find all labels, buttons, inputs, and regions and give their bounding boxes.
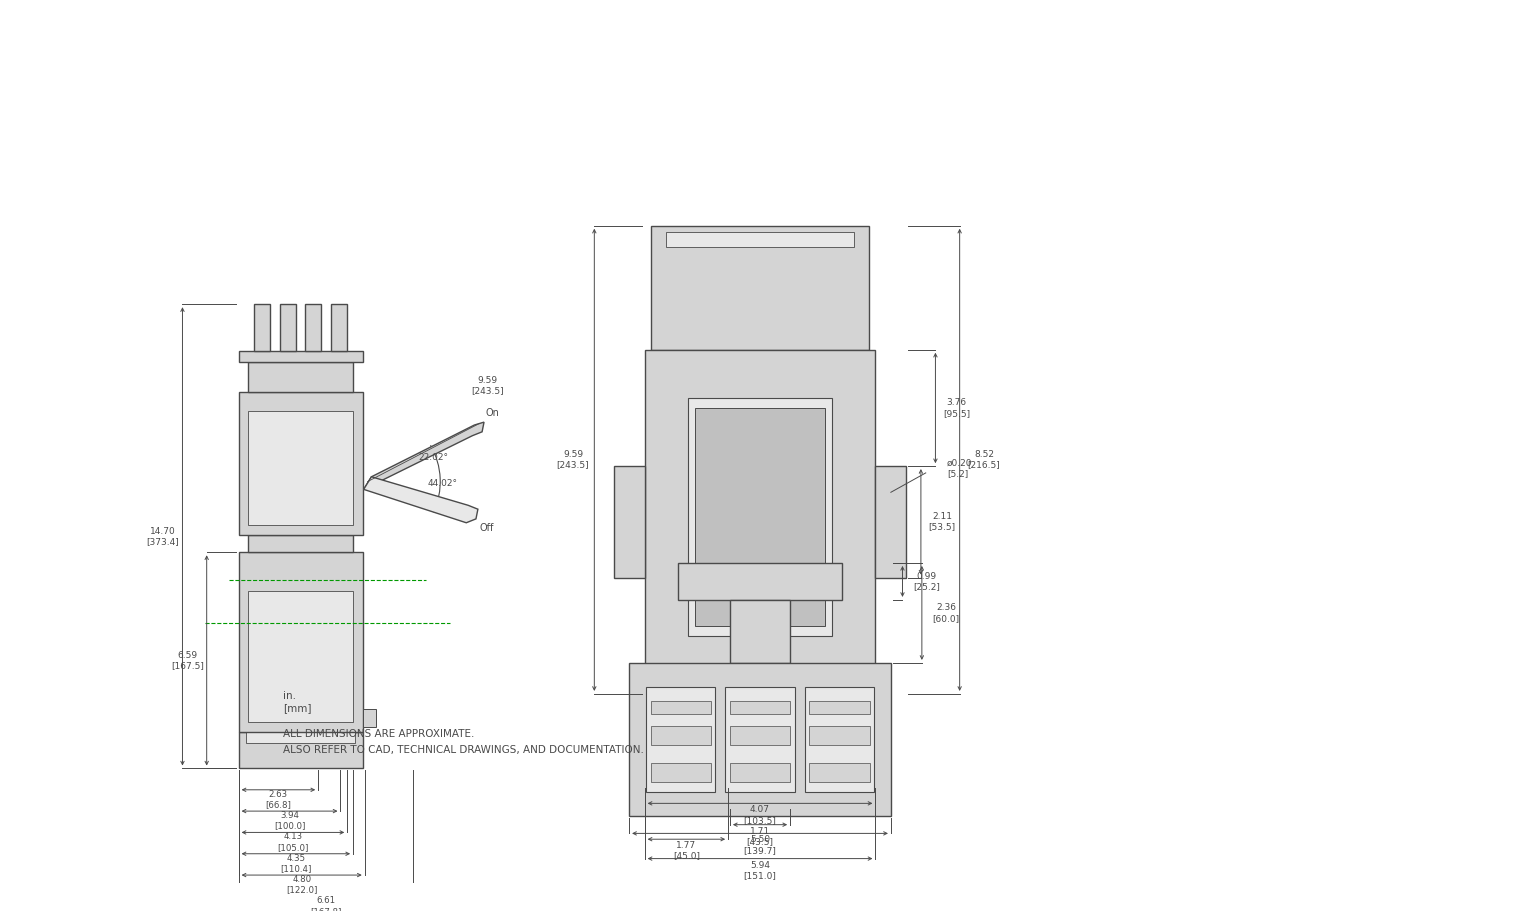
Bar — [280, 304, 295, 351]
Text: 6.59
[167.5]: 6.59 [167.5] — [170, 650, 204, 670]
Bar — [731, 763, 790, 782]
Text: On: On — [486, 408, 499, 418]
Bar — [667, 231, 854, 247]
Bar — [248, 535, 353, 552]
Bar — [247, 732, 355, 743]
Bar — [645, 687, 715, 792]
Bar — [731, 599, 790, 663]
Bar — [805, 687, 874, 792]
Bar — [731, 726, 790, 745]
Text: 4.13
[105.0]: 4.13 [105.0] — [277, 833, 309, 852]
Bar — [239, 392, 362, 535]
Text: 8.52
[216.5]: 8.52 [216.5] — [968, 450, 1000, 469]
Bar — [613, 466, 645, 578]
Text: ø0.20
[5.2]: ø0.20 [5.2] — [947, 458, 973, 477]
Bar — [688, 398, 831, 636]
Bar — [650, 726, 711, 745]
Text: Off: Off — [479, 523, 495, 533]
Bar — [248, 411, 353, 526]
Bar — [254, 304, 271, 351]
Bar — [306, 304, 321, 351]
Bar — [696, 408, 825, 626]
Text: 9.59
[243.5]: 9.59 [243.5] — [472, 375, 504, 395]
Text: 22.02°: 22.02° — [419, 454, 447, 462]
Bar — [650, 763, 711, 782]
Text: 0.99
[25.2]: 0.99 [25.2] — [913, 572, 941, 591]
Bar — [330, 304, 347, 351]
Bar — [239, 732, 362, 769]
Text: 3.76
[95.5]: 3.76 [95.5] — [944, 398, 971, 417]
Bar — [651, 226, 869, 350]
Bar — [731, 694, 790, 786]
Text: 44.02°: 44.02° — [428, 479, 458, 488]
Text: ALL DIMENSIONS ARE APPROXIMATE.: ALL DIMENSIONS ARE APPROXIMATE. — [283, 730, 475, 740]
Text: 5.94
[151.0]: 5.94 [151.0] — [744, 861, 776, 880]
Text: [mm]: [mm] — [283, 703, 312, 713]
Text: 1.71
[43.5]: 1.71 [43.5] — [746, 826, 773, 846]
Bar — [629, 663, 890, 816]
Bar — [810, 726, 869, 745]
Bar — [239, 351, 362, 363]
Bar — [645, 350, 875, 694]
Text: 4.35
[110.4]: 4.35 [110.4] — [280, 854, 312, 873]
Polygon shape — [364, 476, 478, 523]
Bar — [731, 701, 790, 714]
Text: 14.70
[373.4]: 14.70 [373.4] — [146, 527, 180, 546]
Bar — [677, 563, 842, 599]
Text: 2.36
[60.0]: 2.36 [60.0] — [933, 603, 960, 622]
Text: 1.77
[45.0]: 1.77 [45.0] — [673, 841, 700, 861]
Bar — [239, 552, 362, 732]
Text: 5.50
[139.7]: 5.50 [139.7] — [744, 835, 776, 855]
Text: 3.94
[100.0]: 3.94 [100.0] — [274, 811, 306, 831]
Bar — [810, 701, 869, 714]
Text: ALSO REFER TO CAD, TECHNICAL DRAWINGS, AND DOCUMENTATION.: ALSO REFER TO CAD, TECHNICAL DRAWINGS, A… — [283, 745, 644, 755]
Bar — [875, 466, 907, 578]
Text: in.: in. — [283, 691, 297, 701]
Text: 4.80
[122.0]: 4.80 [122.0] — [286, 875, 318, 895]
Bar — [650, 701, 711, 714]
Bar — [724, 687, 794, 792]
Bar — [810, 763, 869, 782]
Bar — [362, 710, 376, 727]
Text: 4.07
[103.5]: 4.07 [103.5] — [744, 805, 776, 824]
Bar — [740, 786, 781, 807]
Bar — [248, 363, 353, 392]
Text: 2.11
[53.5]: 2.11 [53.5] — [928, 512, 956, 531]
Text: 2.63
[66.8]: 2.63 [66.8] — [265, 790, 291, 809]
Text: 6.61
[167.8]: 6.61 [167.8] — [310, 896, 341, 911]
Polygon shape — [364, 422, 484, 489]
Text: 9.59
[243.5]: 9.59 [243.5] — [557, 450, 589, 469]
Bar — [248, 591, 353, 722]
